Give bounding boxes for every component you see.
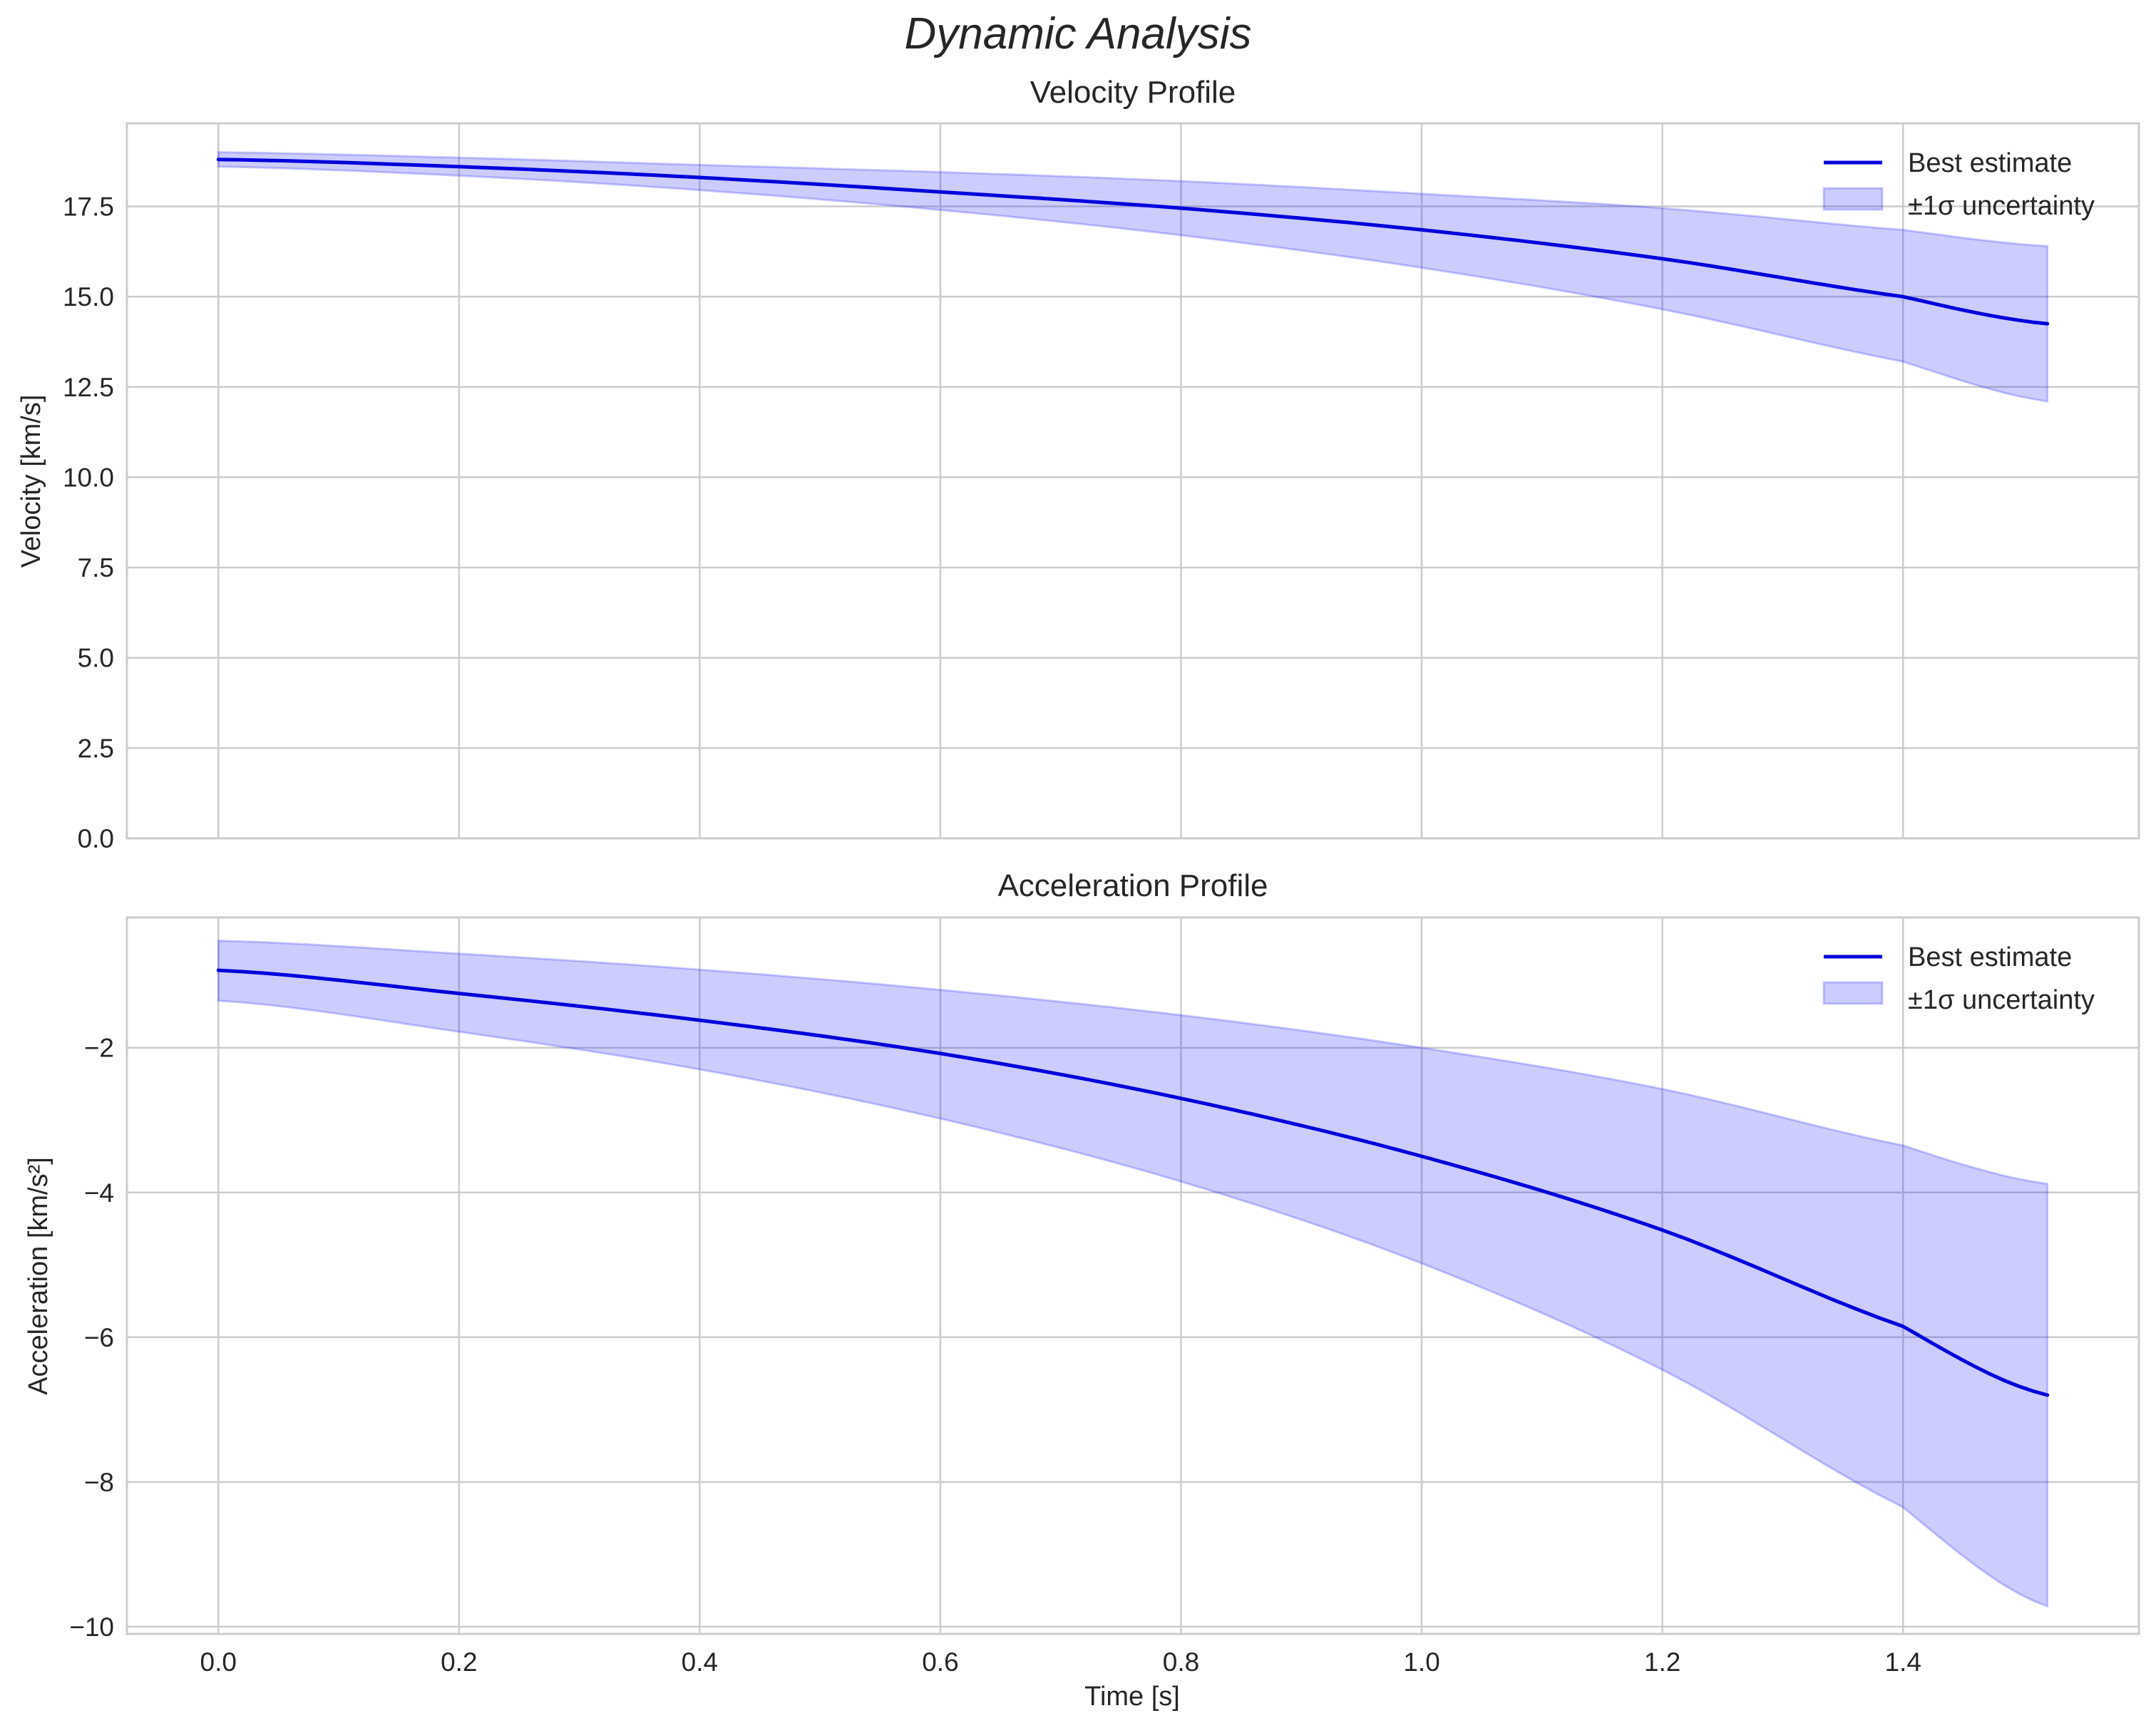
velocity-plot: 0.0 2.5 5.0 7.5 10.0 12.5 15.0 17.5 Best estimat… — [63, 122, 2140, 853]
figure-title: Dynamic Analysis — [904, 9, 1252, 58]
y-tick-label: 7.5 — [78, 553, 114, 582]
velocity-panel-title: Velocity Profile — [1030, 75, 1236, 110]
axes-frame — [125, 122, 2140, 840]
x-tick-label: 0.4 — [682, 1647, 718, 1677]
x-tick-label: 1.2 — [1644, 1647, 1680, 1677]
x-tick-label: 0.6 — [922, 1647, 958, 1677]
uncertainty-band — [217, 150, 2049, 403]
x-tick-label: 1.4 — [1884, 1647, 1921, 1677]
y-tick-label: −10 — [69, 1613, 114, 1642]
y-tick-label: 2.5 — [78, 734, 114, 763]
y-tick-label: −8 — [84, 1468, 114, 1497]
legend-band-icon — [1822, 981, 1884, 1005]
best-estimate-line — [216, 968, 2050, 1397]
x-axis-label: Time [s] — [1084, 1682, 1180, 1712]
x-tick-label: 0.0 — [200, 1647, 237, 1677]
y-tick-label: 12.5 — [63, 373, 114, 402]
acceleration-y-axis-label: Acceleration [km/s²] — [24, 1157, 53, 1395]
y-tick-label: −4 — [84, 1178, 114, 1208]
x-tick-label: 0.2 — [441, 1647, 477, 1677]
y-tick-label: 5.0 — [78, 644, 114, 673]
uncertainty-band — [217, 939, 2049, 1608]
legend-band-icon — [1822, 187, 1884, 211]
legend-label-uncertainty: ±1σ uncertainty — [1908, 191, 2095, 221]
x-tick-label: 1.0 — [1403, 1647, 1439, 1677]
y-tick-label: −2 — [84, 1034, 114, 1063]
y-tick-label: −6 — [84, 1323, 114, 1352]
velocity-legend: Best estimate ±1σ uncertainty — [1822, 148, 2095, 221]
y-tick-label: 10.0 — [63, 463, 114, 492]
axes-frame — [125, 916, 2140, 1635]
x-tick-label: 0.8 — [1163, 1647, 1199, 1677]
y-tick-label: 0.0 — [78, 824, 114, 853]
best-estimate-line — [216, 158, 2050, 326]
acceleration-legend: Best estimate ±1σ uncertainty — [1822, 942, 2095, 1015]
acceleration-panel-title: Acceleration Profile — [997, 868, 1268, 903]
legend-label-best-estimate: Best estimate — [1908, 942, 2072, 972]
legend-label-uncertainty: ±1σ uncertainty — [1908, 985, 2095, 1015]
y-tick-label: 17.5 — [63, 192, 114, 222]
acceleration-plot: −10 −8 −6 −4 −2 Best estimate ±1σ uncertainty 0… — [69, 916, 2140, 1677]
y-tick-label: 15.0 — [63, 282, 114, 312]
legend-label-best-estimate: Best estimate — [1908, 148, 2072, 178]
velocity-y-axis-label: Velocity [km/s] — [16, 395, 46, 568]
